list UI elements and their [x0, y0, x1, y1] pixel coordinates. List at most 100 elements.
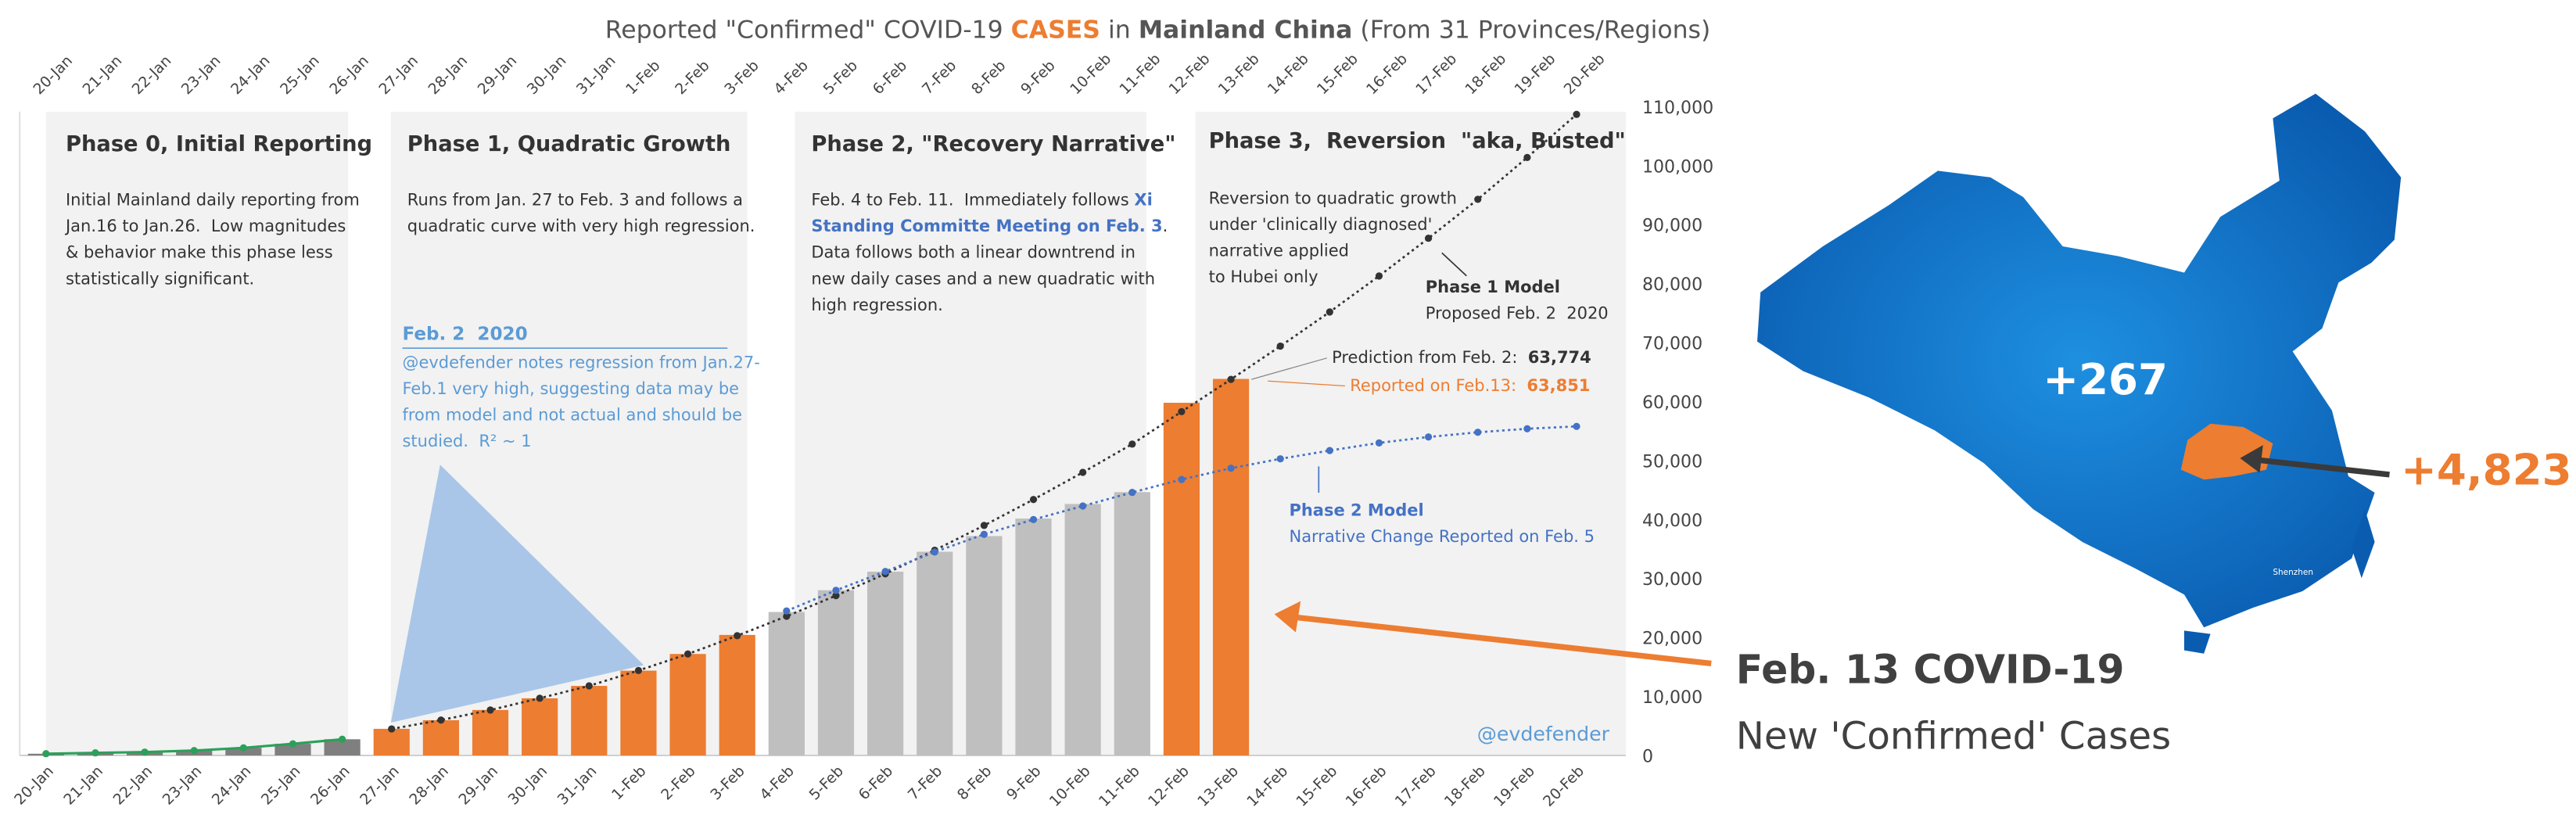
y-tick-label: 10,000 [1642, 688, 1702, 708]
phase-text: under 'clinically diagnosed' [1209, 215, 1433, 234]
bar [324, 739, 361, 755]
point [437, 716, 445, 724]
bar [867, 572, 904, 755]
text-part: . [1163, 217, 1168, 235]
title-part: Mainland China [1139, 16, 1353, 44]
bar [571, 686, 608, 755]
bar [817, 590, 855, 755]
text-part: Xi [1134, 190, 1152, 209]
phase-text: Jan.16 to Jan.26. Low magnitudes [64, 217, 346, 235]
line [786, 425, 1577, 612]
model-label: Phase 2 Model [1290, 501, 1424, 519]
point [832, 592, 840, 600]
phase-text: Reversion to quadratic growth [1209, 188, 1457, 207]
text-part: 63,851 [1527, 376, 1590, 395]
point [289, 740, 297, 748]
callout-triangle [390, 465, 644, 723]
text-part: 63,774 [1528, 348, 1591, 367]
y-tick-label: 70,000 [1642, 335, 1702, 354]
arrow [1441, 252, 1467, 277]
map: +267 +4,823 Shenzhen [1756, 93, 2572, 654]
point [190, 747, 198, 755]
note-text: from model and not actual and should be [403, 406, 743, 425]
point [1375, 439, 1383, 447]
point [1573, 110, 1580, 118]
leader-line [1251, 357, 1327, 380]
bar [225, 748, 262, 755]
point [1178, 475, 1186, 483]
y-tick-label: 90,000 [1642, 217, 1702, 236]
y-tick-label: 80,000 [1642, 275, 1702, 295]
text-part: Feb. 4 to Feb. 11. Immediately follows [811, 190, 1134, 209]
phase-text: statistically significant. [66, 269, 254, 288]
arrow-head [1274, 601, 1301, 633]
arrow-head [2240, 445, 2263, 473]
y-tick-label: 40,000 [1642, 511, 1702, 531]
point [1474, 196, 1482, 203]
point [931, 548, 938, 556]
note-text: @evdefender notes regression from Jan.27… [403, 353, 760, 371]
point [1128, 489, 1136, 497]
point [1326, 308, 1333, 316]
point [1029, 515, 1038, 523]
phase-boxes [45, 111, 1626, 755]
point [832, 587, 840, 594]
phase-text: Feb. 4 to Feb. 11. Immediately follows X… [811, 190, 1152, 209]
point [1079, 502, 1087, 510]
point [388, 725, 396, 733]
point [1424, 433, 1433, 441]
title-part: (From 31 Provinces/Regions) [1352, 16, 1710, 44]
reported-label: Reported on Feb.13: 63,851 [1350, 376, 1590, 395]
text-part: Reported on Feb.13: [1350, 376, 1527, 395]
bar [522, 698, 558, 755]
china-shape [1756, 93, 2402, 628]
point [1523, 425, 1531, 432]
text-part: Standing Committe Meeting on Feb. 3 [811, 217, 1162, 235]
bar [1163, 403, 1200, 755]
point [1326, 447, 1333, 454]
point [1079, 468, 1087, 476]
phase-title: Phase 3, Reversion "aka, Busted" [1209, 129, 1626, 153]
leader-line [1268, 380, 1345, 387]
arrow [1297, 614, 1712, 667]
point [141, 748, 149, 756]
y-tick-label: 30,000 [1642, 570, 1702, 590]
point [1227, 375, 1235, 383]
bar [768, 612, 805, 755]
phase-text: high regression. [811, 296, 942, 314]
point [783, 607, 791, 615]
hainan-shape [2183, 630, 2211, 654]
y-tick-label: 0 [1642, 747, 1653, 766]
phase-text: new daily cases and a new quadratic with [811, 269, 1155, 288]
point [536, 694, 544, 702]
note-text: Feb.1 very high, suggesting data may be [403, 379, 740, 398]
model-label: Proposed Feb. 2 2020 [1426, 303, 1609, 322]
y-tick-label: 50,000 [1642, 452, 1702, 472]
bar [1064, 504, 1101, 755]
point [1375, 272, 1383, 280]
phase-text: to Hubei only [1209, 267, 1318, 286]
title-part: Reported "Confirmed" COVID-19 [605, 16, 1011, 44]
bar [1114, 492, 1150, 755]
point [1128, 440, 1136, 448]
taiwan-shape [2352, 508, 2375, 579]
point [1276, 343, 1284, 350]
phase-title: Phase 1, Quadratic Growth [407, 132, 731, 156]
arrow [2255, 457, 2390, 478]
plot [27, 110, 1580, 758]
phase-text: & behavior make this phase less [66, 243, 333, 262]
phase-title: Phase 2, "Recovery Narrative" [811, 132, 1175, 156]
y-tick-label: 20,000 [1642, 630, 1702, 649]
note-title: Feb. 2 2020 [403, 325, 528, 345]
point [339, 735, 346, 743]
phase-text: Initial Mainland daily reporting from [66, 190, 360, 209]
point [239, 744, 247, 752]
chart-title: Reported "Confirmed" COVID-19 CASES in M… [605, 16, 1710, 44]
text-part: Prediction from Feb. 2: [1332, 348, 1528, 367]
point [585, 682, 593, 690]
bar [917, 551, 953, 755]
bar [1212, 379, 1250, 755]
model-label: Phase 1 Model [1426, 278, 1560, 296]
point [980, 522, 988, 529]
phase-box [1195, 111, 1626, 755]
